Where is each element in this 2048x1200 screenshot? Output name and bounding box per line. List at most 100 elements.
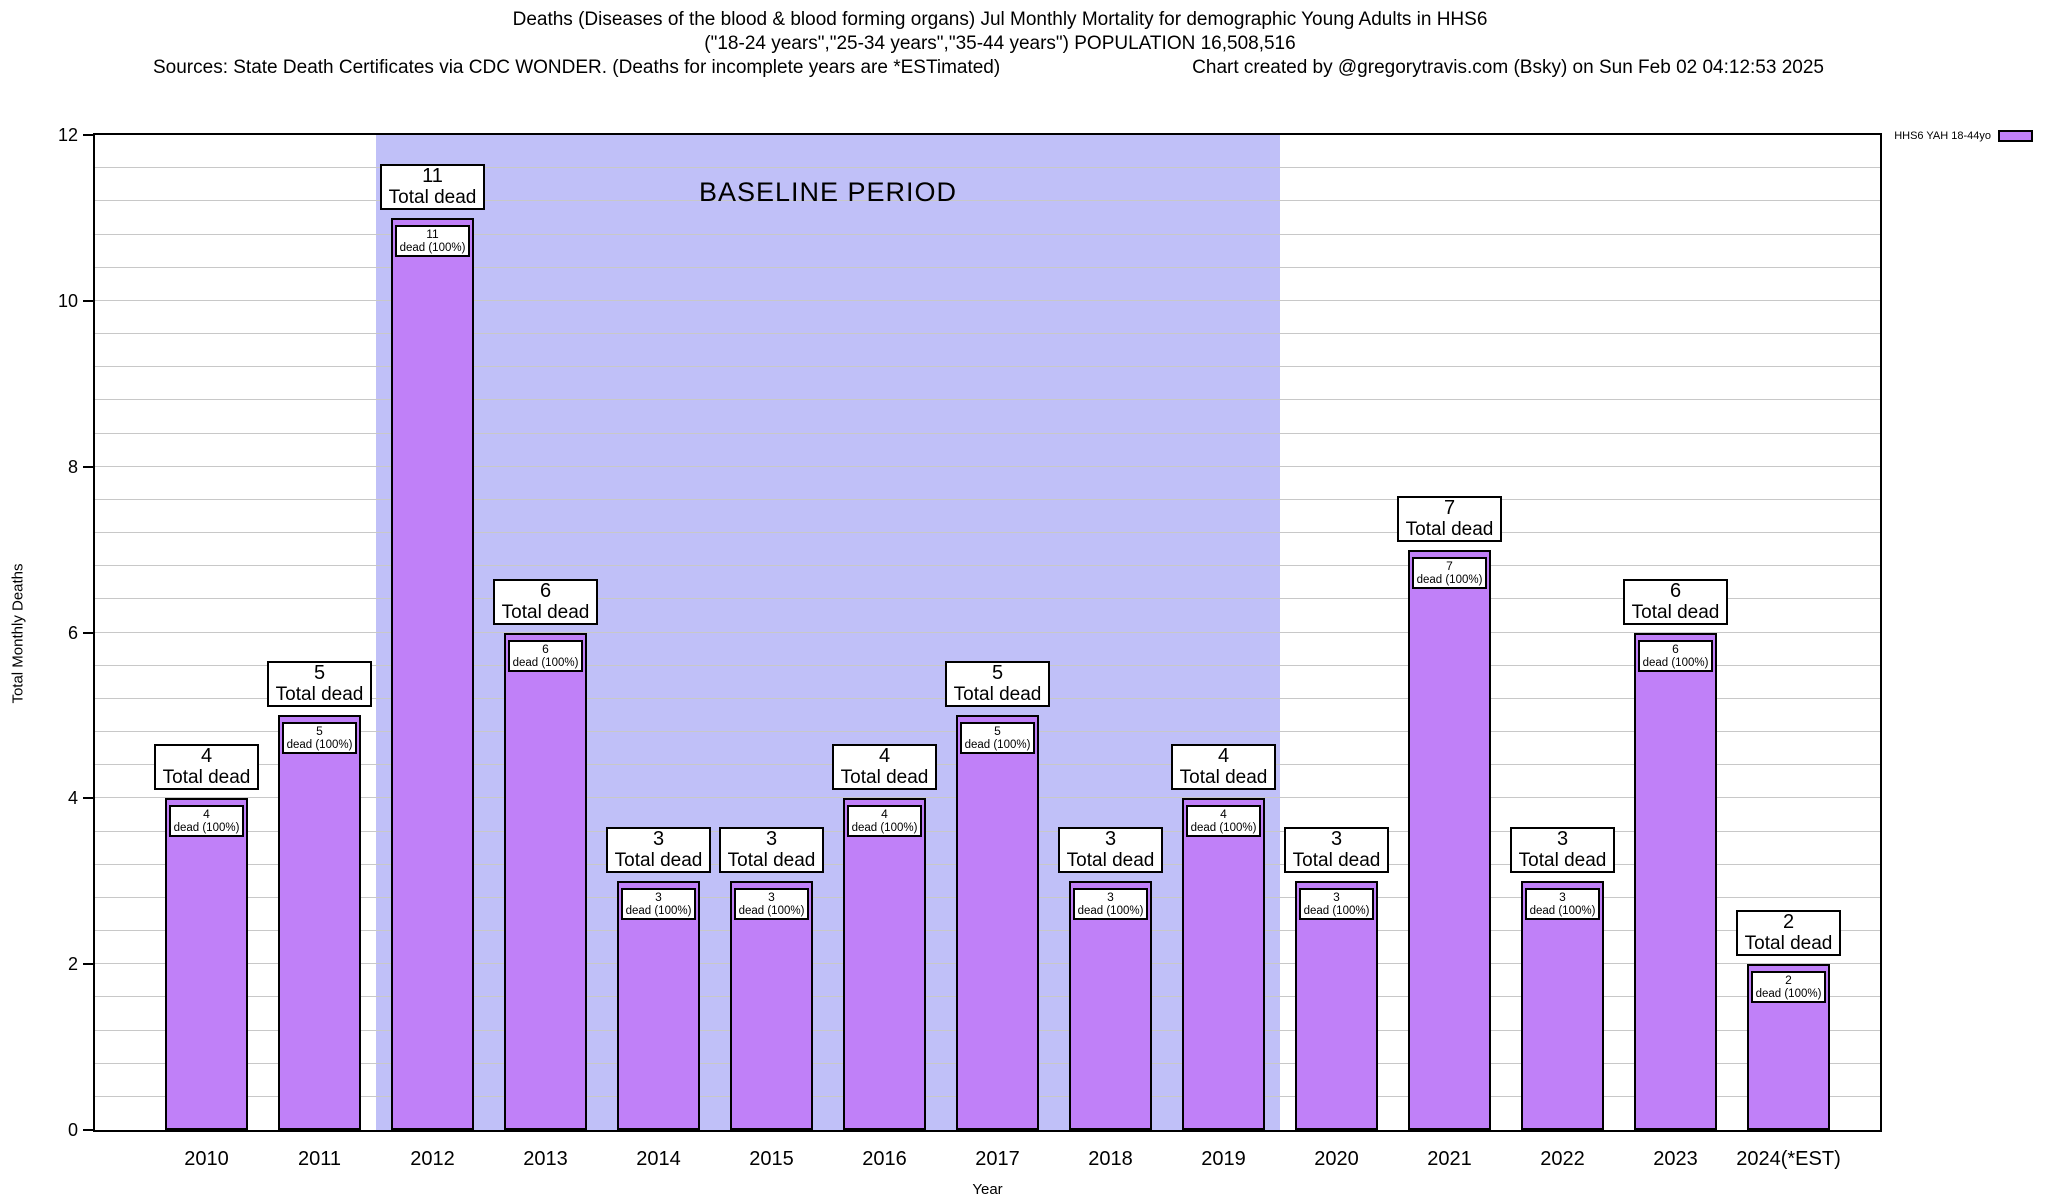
bar-inner-text: dead (100%) — [399, 241, 466, 254]
bar-total-label: 4 Total dead — [832, 744, 937, 791]
bar-inner-label: 5 dead (100%) — [282, 722, 357, 755]
y-tick-label: 6 — [67, 622, 78, 643]
gridline — [95, 598, 1880, 600]
y-tick-label: 10 — [57, 290, 78, 311]
bar-total-label: 5 Total dead — [945, 661, 1050, 708]
sources-note: Sources: State Death Certificates via CD… — [153, 57, 1001, 78]
bar-inner-label: 6 dead (100%) — [508, 639, 583, 672]
bar: 5 dead (100%) — [956, 715, 1039, 1130]
bar-total-text: Total dead — [1631, 601, 1720, 623]
bar-inner-text: dead (100%) — [1529, 905, 1596, 918]
bar-inner-text: dead (100%) — [738, 905, 805, 918]
bar: 6 dead (100%) — [504, 632, 587, 1130]
bar-inner-value: 4 — [1220, 807, 1227, 822]
legend: HHS6 YAH 18-44yo — [1894, 130, 2033, 142]
x-tick-label: 2012 — [410, 1148, 455, 1170]
x-axis-title: Year — [972, 1181, 1003, 1198]
bar-total-text: Total dead — [1518, 850, 1607, 872]
x-tick-label: 2017 — [975, 1148, 1020, 1170]
x-tick-label: 2016 — [862, 1148, 907, 1170]
bar-inner-text: dead (100%) — [1077, 905, 1144, 918]
bar-total-text: Total dead — [388, 186, 477, 208]
gridline — [95, 565, 1880, 567]
bar-total-value: 5 — [991, 662, 1004, 685]
x-tick-label: 2013 — [523, 1148, 568, 1170]
bar-inner-label: 7 dead (100%) — [1412, 556, 1487, 589]
bar-total-text: Total dead — [162, 767, 251, 789]
x-tick-label: 2011 — [297, 1148, 341, 1170]
gridline — [95, 432, 1880, 434]
bar: 3 dead (100%) — [1069, 881, 1152, 1130]
bar-total-value: 5 — [313, 662, 326, 685]
y-tick-mark — [83, 465, 93, 468]
bar-total-label: 3 Total dead — [606, 827, 711, 874]
gridline — [95, 532, 1880, 533]
y-tick-label: 8 — [67, 456, 78, 477]
bar-total-label: 4 Total dead — [154, 744, 259, 791]
bar-inner-label: 4 dead (100%) — [1186, 805, 1261, 838]
bar-total-value: 6 — [1669, 579, 1682, 602]
bar-total-label: 3 Total dead — [1510, 827, 1615, 874]
bar: 6 dead (100%) — [1634, 632, 1717, 1130]
bar-inner-label: 5 dead (100%) — [960, 722, 1035, 755]
bar-inner-label: 4 dead (100%) — [847, 805, 922, 838]
bar-inner-label: 2 dead (100%) — [1751, 971, 1826, 1004]
bar: 4 dead (100%) — [165, 798, 248, 1130]
bar: 7 dead (100%) — [1408, 549, 1491, 1130]
bar-total-text: Total dead — [1292, 850, 1381, 872]
bar-inner-text: dead (100%) — [1303, 905, 1370, 918]
bar-inner-text: dead (100%) — [286, 739, 353, 752]
y-tick-mark — [83, 1129, 93, 1131]
bar-inner-value: 11 — [426, 226, 439, 241]
bar-total-label: 3 Total dead — [1284, 827, 1389, 874]
bar: 4 dead (100%) — [1182, 798, 1265, 1130]
bar-inner-text: dead (100%) — [1642, 656, 1709, 669]
x-tick-label: 2024(*EST) — [1736, 1148, 1841, 1170]
bar-total-value: 3 — [1104, 828, 1117, 851]
bar-total-text: Total dead — [840, 767, 929, 789]
bar-inner-label: 3 dead (100%) — [621, 888, 696, 921]
gridline — [95, 498, 1880, 500]
bar-total-value: 4 — [200, 745, 213, 768]
bar-total-text: Total dead — [1179, 767, 1268, 789]
bar-inner-label: 3 dead (100%) — [1299, 888, 1374, 921]
gridline — [95, 233, 1880, 235]
bar-inner-value: 5 — [994, 724, 1001, 739]
x-tick-label: 2023 — [1653, 1148, 1698, 1170]
bar-inner-value: 4 — [881, 807, 888, 822]
bar-total-value: 7 — [1443, 496, 1456, 519]
y-tick-mark — [83, 299, 93, 302]
bar: 3 dead (100%) — [1295, 881, 1378, 1130]
bar: 3 dead (100%) — [730, 881, 813, 1130]
y-tick-mark — [83, 631, 93, 634]
y-tick-label: 0 — [67, 1120, 78, 1140]
x-tick-label: 2022 — [1540, 1148, 1585, 1170]
x-tick-label: 2019 — [1201, 1148, 1246, 1170]
bar-inner-value: 7 — [1446, 558, 1453, 573]
credit-note: Chart created by @gregorytravis.com (Bsk… — [1192, 57, 1824, 78]
bar-total-value: 3 — [1330, 828, 1343, 851]
bar-total-value: 3 — [652, 828, 665, 851]
bar: 5 dead (100%) — [278, 715, 361, 1130]
bar-total-text: Total dead — [614, 850, 703, 872]
y-tick-label: 4 — [67, 788, 78, 809]
bar-total-value: 6 — [539, 579, 552, 602]
bar-total-value: 11 — [422, 164, 443, 187]
bar-total-value: 4 — [878, 745, 891, 768]
bar: 2 dead (100%) — [1747, 964, 1830, 1130]
y-tick-label: 12 — [57, 125, 78, 145]
baseline-period-label: BASELINE PERIOD — [698, 177, 958, 207]
bar-inner-text: dead (100%) — [851, 822, 918, 835]
x-tick-label: 2010 — [184, 1148, 229, 1170]
gridline — [95, 631, 1880, 633]
bar-inner-label: 6 dead (100%) — [1638, 639, 1713, 672]
y-tick-mark — [83, 134, 93, 136]
legend-swatch-icon — [1998, 130, 2033, 142]
bar-inner-label: 3 dead (100%) — [1073, 888, 1148, 921]
bar-inner-label: 3 dead (100%) — [734, 888, 809, 921]
bar-total-label: 3 Total dead — [719, 827, 824, 874]
bar-inner-value: 5 — [316, 724, 323, 739]
bar-inner-text: dead (100%) — [1755, 988, 1822, 1001]
bar-total-label: 3 Total dead — [1058, 827, 1163, 874]
